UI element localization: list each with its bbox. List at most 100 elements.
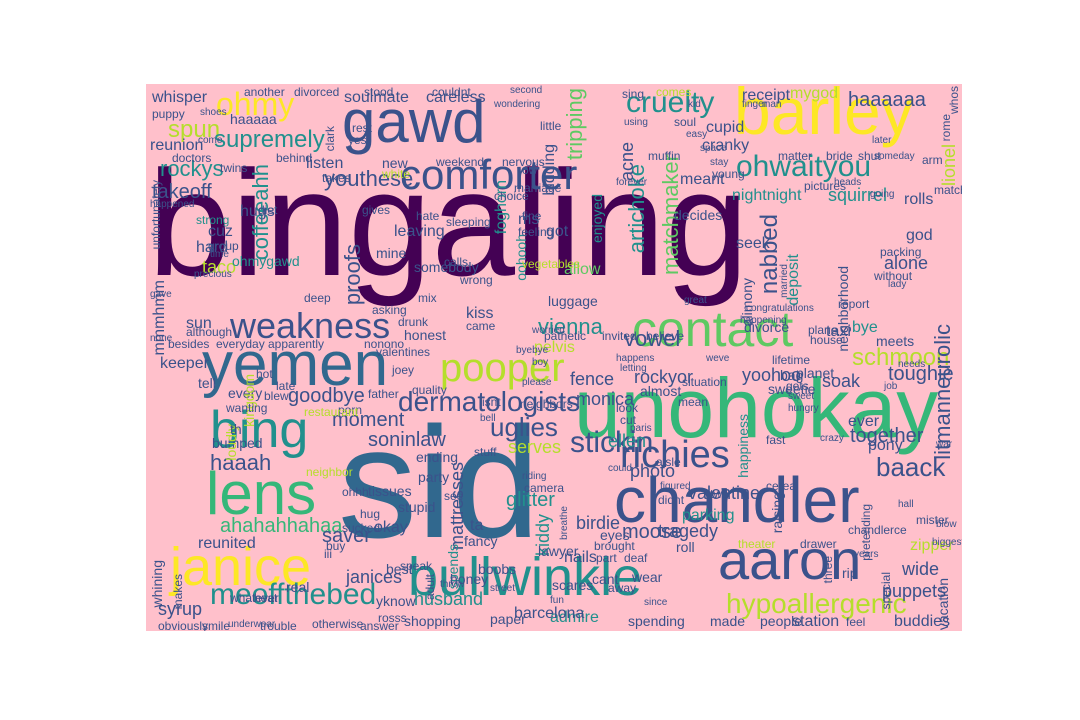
word-haaah: haaah <box>210 450 272 475</box>
word-eyes: eyes <box>600 527 630 543</box>
word-kid: kid <box>688 99 701 110</box>
word-married: married <box>779 264 790 298</box>
word-haaaaaa: haaaaaa <box>848 89 926 111</box>
word-barcelona: barcelona <box>514 605 585 622</box>
word-didnt: didnt <box>658 493 685 507</box>
word-bullwinkle: bullwinkle <box>408 547 643 607</box>
word-mean: mean <box>678 395 709 409</box>
word-bye: bye <box>852 319 878 336</box>
word-letting: letting <box>620 363 647 374</box>
word-needs: needs <box>898 359 926 370</box>
word-valentines: valentines <box>376 345 431 359</box>
word-sing: sing <box>622 87 645 101</box>
word-cranky: cranky <box>702 137 750 154</box>
word-cereal: cereal <box>766 479 799 493</box>
word-throw: throw <box>440 579 465 590</box>
word-street: street <box>490 583 516 594</box>
word-squirrel: squirrel <box>828 185 888 205</box>
word-soulmate: soulmate <box>344 89 409 106</box>
word-whos: whos <box>947 86 961 115</box>
word-best: best <box>386 561 413 577</box>
word-years: years <box>854 549 879 560</box>
word-haaaaa: haaaaa <box>230 111 277 127</box>
word-syrup: syrup <box>158 599 203 619</box>
word-isnt: isnt <box>482 395 501 409</box>
word-th: th <box>230 421 242 437</box>
word-new: new <box>382 155 408 171</box>
word-three: three <box>821 556 835 584</box>
word-trouble: trouble <box>260 619 297 631</box>
word-lens: lens <box>206 460 317 527</box>
word-smile: smile <box>202 619 231 631</box>
word-lawyer: lawyer <box>538 543 579 559</box>
word-sun: sun <box>186 315 212 332</box>
word-weakness: weakness <box>230 305 391 346</box>
word-whisper: whisper <box>152 89 208 106</box>
word-monica: monica <box>576 389 635 409</box>
word-sleeping: sleeping <box>446 215 491 229</box>
word-quality: quality <box>412 383 447 397</box>
word-makes: makes <box>171 574 185 610</box>
word-meant: meant <box>680 171 725 188</box>
word-lady: lady <box>888 279 907 290</box>
word-space: space <box>700 143 727 154</box>
word-forever: forever <box>616 177 648 188</box>
word-brought: brought <box>594 539 635 553</box>
word-allow: allow <box>564 261 601 278</box>
word-otherwise: otherwise <box>312 617 364 631</box>
word-muffin: muffin <box>648 149 681 163</box>
word-heat: heat <box>254 591 278 605</box>
word-bumped: bumped <box>212 435 263 451</box>
word-wide: wide <box>902 559 940 579</box>
word-two: two <box>710 487 729 501</box>
word-glitter: glitter <box>506 489 555 511</box>
word-without: without <box>874 269 913 283</box>
word-neighbor: neighbor <box>306 465 353 479</box>
word-contact: contact <box>632 301 794 357</box>
word-ahahahhahaa: ahahahhahaa <box>220 515 343 537</box>
word-bride: bride <box>826 149 853 163</box>
word-shut: shut <box>858 149 881 163</box>
word-came: came <box>466 319 496 333</box>
word-happened: happened <box>150 199 195 210</box>
word-sid: sid <box>338 395 540 571</box>
word-yemen: yemen <box>202 330 389 399</box>
word-pictures: pictures <box>804 179 847 193</box>
word-figured: figured <box>660 481 691 492</box>
word-heads: heads <box>834 177 862 188</box>
word-choice: choice <box>494 189 529 203</box>
word-biggest: biggest <box>932 537 962 548</box>
word-tissues: tissues <box>368 483 412 499</box>
word-ow: ow <box>522 163 538 177</box>
word-party: party <box>418 469 450 485</box>
word-camera: camera <box>524 481 565 495</box>
word-matter: matter <box>778 149 813 163</box>
word-fine: fine <box>522 209 542 223</box>
word-whatever: whatever <box>230 591 279 605</box>
word-neighbors: neighbors <box>520 397 573 411</box>
word-receipt: receipt <box>742 87 791 104</box>
word-decides: decides <box>674 207 723 223</box>
word-alone: alone <box>884 253 929 273</box>
word-bell: bell <box>480 413 496 424</box>
word-every: every <box>228 385 263 401</box>
word-second: second <box>510 85 543 96</box>
word-richies: richies <box>620 434 730 476</box>
word-hot: hot <box>256 367 273 381</box>
word-enjoyed: enjoyed <box>589 194 605 244</box>
word-look: look <box>616 401 639 415</box>
word-paris: paris <box>630 423 652 434</box>
word-vienna: vienna <box>538 314 603 339</box>
word-yes: yes <box>348 133 367 147</box>
word-job: job <box>884 381 898 392</box>
word-match: match <box>934 183 962 197</box>
word-admire: admire <box>550 609 599 626</box>
word-mygod: mygod <box>790 85 839 102</box>
word-someday: someday <box>874 151 915 162</box>
word-stood: stood <box>364 85 394 99</box>
word-fast: fast <box>766 433 786 447</box>
word-wondering: wondering <box>494 99 541 110</box>
word-raising: raising <box>769 492 785 534</box>
word-proofs: proofs <box>340 244 365 306</box>
word-ms: ms <box>518 211 540 228</box>
